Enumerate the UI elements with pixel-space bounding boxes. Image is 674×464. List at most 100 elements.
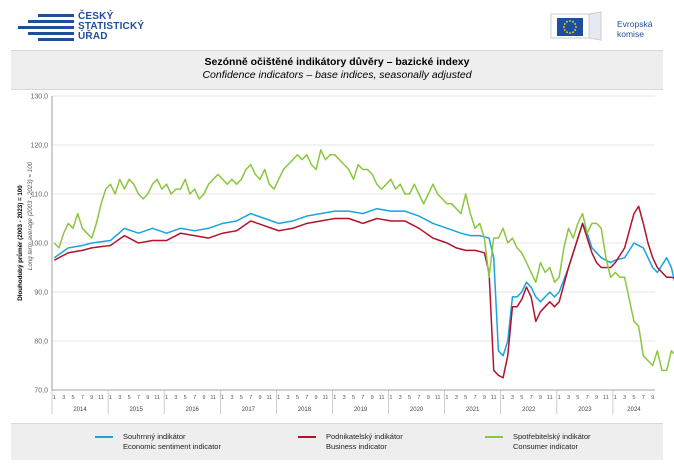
x-month-tick-label: 3 <box>623 395 626 401</box>
x-month-tick-label: 9 <box>371 395 374 401</box>
legend-label-business-en: Business indicator <box>326 442 387 451</box>
x-month-tick-label: 1 <box>109 395 112 401</box>
x-month-tick-label: 9 <box>539 395 542 401</box>
y-tick-label: 80,0 <box>34 339 48 346</box>
y-tick-label: 100,0 <box>30 241 48 248</box>
x-month-tick-label: 9 <box>427 395 430 401</box>
x-month-tick-label: 5 <box>240 395 243 401</box>
eu-building-icon <box>550 11 602 41</box>
x-month-tick-label: 5 <box>464 395 467 401</box>
x-month-tick-label: 3 <box>62 395 65 401</box>
x-year-label: 2023 <box>578 407 592 413</box>
x-month-tick-label: 3 <box>399 395 402 401</box>
x-month-tick-label: 1 <box>165 395 168 401</box>
legend-label-consumer: Spotřebitelský indikátor <box>513 432 591 441</box>
x-month-tick-label: 7 <box>137 395 140 401</box>
czso-logo-text: ČESKÝ STATISTICKÝ ÚŘAD <box>78 11 145 42</box>
y-axis-title: Dlouhodobý průměr (2003 - 2023) = 100 <box>17 185 24 301</box>
x-month-tick-label: 5 <box>184 395 187 401</box>
x-month-tick-label: 1 <box>389 395 392 401</box>
x-year-label: 2022 <box>522 407 536 413</box>
x-month-tick-label: 9 <box>258 395 261 401</box>
x-month-tick-label: 3 <box>567 395 570 401</box>
x-month-tick-label: 1 <box>614 395 617 401</box>
x-month-tick-label: 5 <box>576 395 579 401</box>
x-month-tick-label: 5 <box>352 395 355 401</box>
x-month-tick-label: 9 <box>202 395 205 401</box>
eu-commission-text: Evropská komise <box>617 19 653 39</box>
x-month-tick-label: 11 <box>603 395 609 401</box>
x-month-tick-label: 7 <box>530 395 533 401</box>
chart-title-band: Sezónně očištěné indikátory důvěry – baz… <box>11 50 663 90</box>
y-tick-label: 110,0 <box>31 192 48 199</box>
x-month-tick-label: 3 <box>455 395 458 401</box>
y-tick-label: 120,0 <box>30 143 48 150</box>
legend-swatch-economic <box>95 436 113 438</box>
x-month-tick-label: 7 <box>305 395 308 401</box>
page-header: ČESKÝ STATISTICKÝ ÚŘAD Evropská komise <box>0 0 674 46</box>
x-month-tick-label: 5 <box>128 395 131 401</box>
x-month-tick-label: 1 <box>53 395 56 401</box>
x-year-label: 2014 <box>73 407 87 413</box>
chart-title: Sezónně očištěné indikátory důvěry – baz… <box>204 56 470 68</box>
series-line-economic <box>53 207 674 357</box>
x-month-tick-label: 5 <box>520 395 523 401</box>
y-tick-label: 130,0 <box>30 94 48 101</box>
x-month-tick-label: 11 <box>266 395 272 401</box>
x-year-label: 2015 <box>129 407 143 413</box>
x-month-tick-label: 3 <box>286 395 289 401</box>
x-month-tick-label: 11 <box>323 395 329 401</box>
x-month-tick-label: 9 <box>595 395 598 401</box>
x-year-label: 2018 <box>298 407 312 413</box>
czso-logo: ČESKÝ STATISTICKÝ ÚŘAD <box>18 12 148 44</box>
x-month-tick-label: 1 <box>502 395 505 401</box>
x-month-tick-label: 1 <box>333 395 336 401</box>
x-year-label: 2021 <box>466 407 480 413</box>
legend-label-business: Podnikatelský indikátor <box>326 432 403 441</box>
x-month-tick-label: 5 <box>632 395 635 401</box>
x-year-label: 2019 <box>354 407 368 413</box>
legend-label-economic: Souhrnný indikátor <box>123 432 186 441</box>
x-month-tick-label: 7 <box>81 395 84 401</box>
x-month-tick-label: 5 <box>296 395 299 401</box>
x-month-tick-label: 3 <box>343 395 346 401</box>
x-month-tick-label: 11 <box>98 395 104 401</box>
x-month-tick-label: 7 <box>193 395 196 401</box>
x-month-tick-label: 1 <box>221 395 224 401</box>
x-month-tick-label: 11 <box>154 395 160 401</box>
x-month-tick-label: 7 <box>249 395 252 401</box>
x-month-tick-label: 7 <box>417 395 420 401</box>
x-month-tick-label: 11 <box>435 395 441 401</box>
x-month-tick-label: 7 <box>642 395 645 401</box>
x-month-tick-label: 9 <box>651 395 654 401</box>
x-month-tick-label: 5 <box>71 395 74 401</box>
x-year-label: 2024 <box>627 407 641 413</box>
y-tick-label: 70,0 <box>34 388 48 395</box>
x-year-label: 2016 <box>186 407 200 413</box>
x-month-tick-label: 9 <box>483 395 486 401</box>
x-month-tick-label: 11 <box>491 395 497 401</box>
x-month-tick-label: 1 <box>558 395 561 401</box>
x-month-tick-label: 11 <box>210 395 216 401</box>
x-month-tick-label: 7 <box>473 395 476 401</box>
legend-label-consumer-en: Consumer indicator <box>513 442 579 451</box>
series-line-consumer <box>53 149 674 372</box>
x-month-tick-label: 3 <box>230 395 233 401</box>
x-month-tick-label: 3 <box>174 395 177 401</box>
x-year-label: 2017 <box>242 407 256 413</box>
legend-label-economic-en: Economic sentiment indicator <box>123 442 221 451</box>
x-month-tick-label: 7 <box>586 395 589 401</box>
chart-subtitle: Confidence indicators – base indices, se… <box>202 69 472 81</box>
legend-swatch-business <box>298 436 316 438</box>
x-month-tick-label: 1 <box>445 395 448 401</box>
series-line-business <box>53 205 674 379</box>
x-month-tick-label: 11 <box>379 395 385 401</box>
x-month-tick-label: 5 <box>408 395 411 401</box>
eu-commission-logo: Evropská komise <box>549 10 659 42</box>
legend-swatch-consumer <box>485 436 503 438</box>
y-tick-label: 90,0 <box>34 290 48 297</box>
x-month-tick-label: 9 <box>146 395 149 401</box>
x-month-tick-label: 11 <box>547 395 553 401</box>
x-month-tick-label: 7 <box>361 395 364 401</box>
x-month-tick-label: 3 <box>118 395 121 401</box>
